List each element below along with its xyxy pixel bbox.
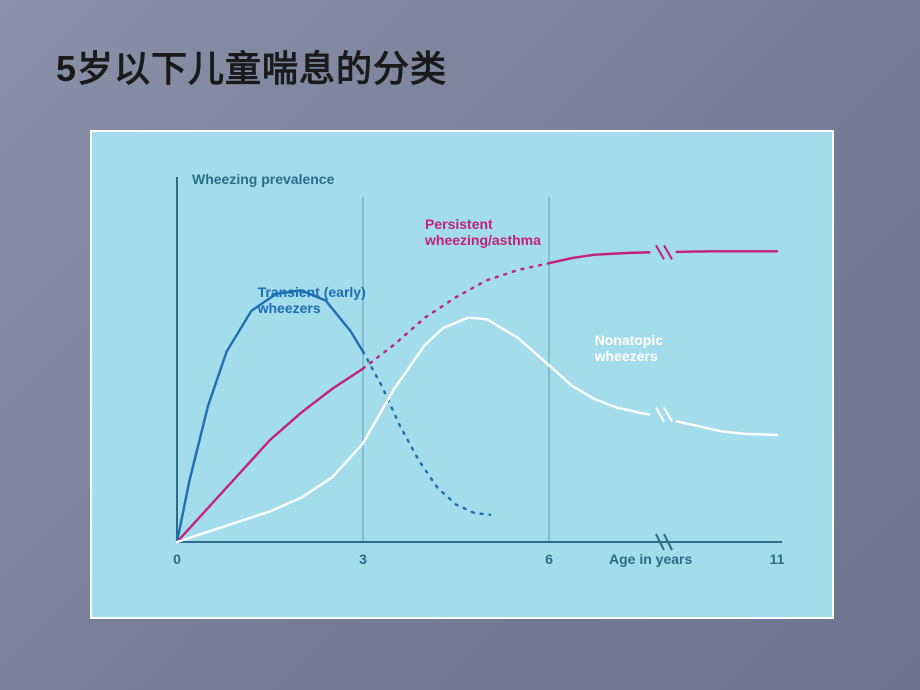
slide-title: 5岁以下儿童喘息的分类 [56,40,447,92]
chart-area: 0 3 6 11 Wheezing prevalence Age in years Tran… [147,162,787,592]
svg-text:0: 0 [173,551,181,567]
svg-text:6: 6 [545,551,553,567]
series-label-transient: Transient (early) [258,284,366,300]
svg-text:Wheezing prevalence: Wheezing prevalence [192,171,335,187]
series-label-persistent: wheezing/asthma [424,232,541,248]
series-label-nonatopic: wheezers [594,348,658,364]
series-label-persistent: Persistent [425,216,493,232]
svg-text:3: 3 [359,551,367,567]
series-label-nonatopic: Nonatopic [595,332,664,348]
svg-text:Age in years: Age in years [609,551,692,567]
series-label-transient: wheezers [257,300,321,316]
wheezing-chart: 0 3 6 11 Wheezing prevalence Age in years Tran… [147,162,787,592]
chart-panel: 0 3 6 11 Wheezing prevalence Age in years Tran… [90,130,834,619]
svg-text:11: 11 [770,551,785,567]
